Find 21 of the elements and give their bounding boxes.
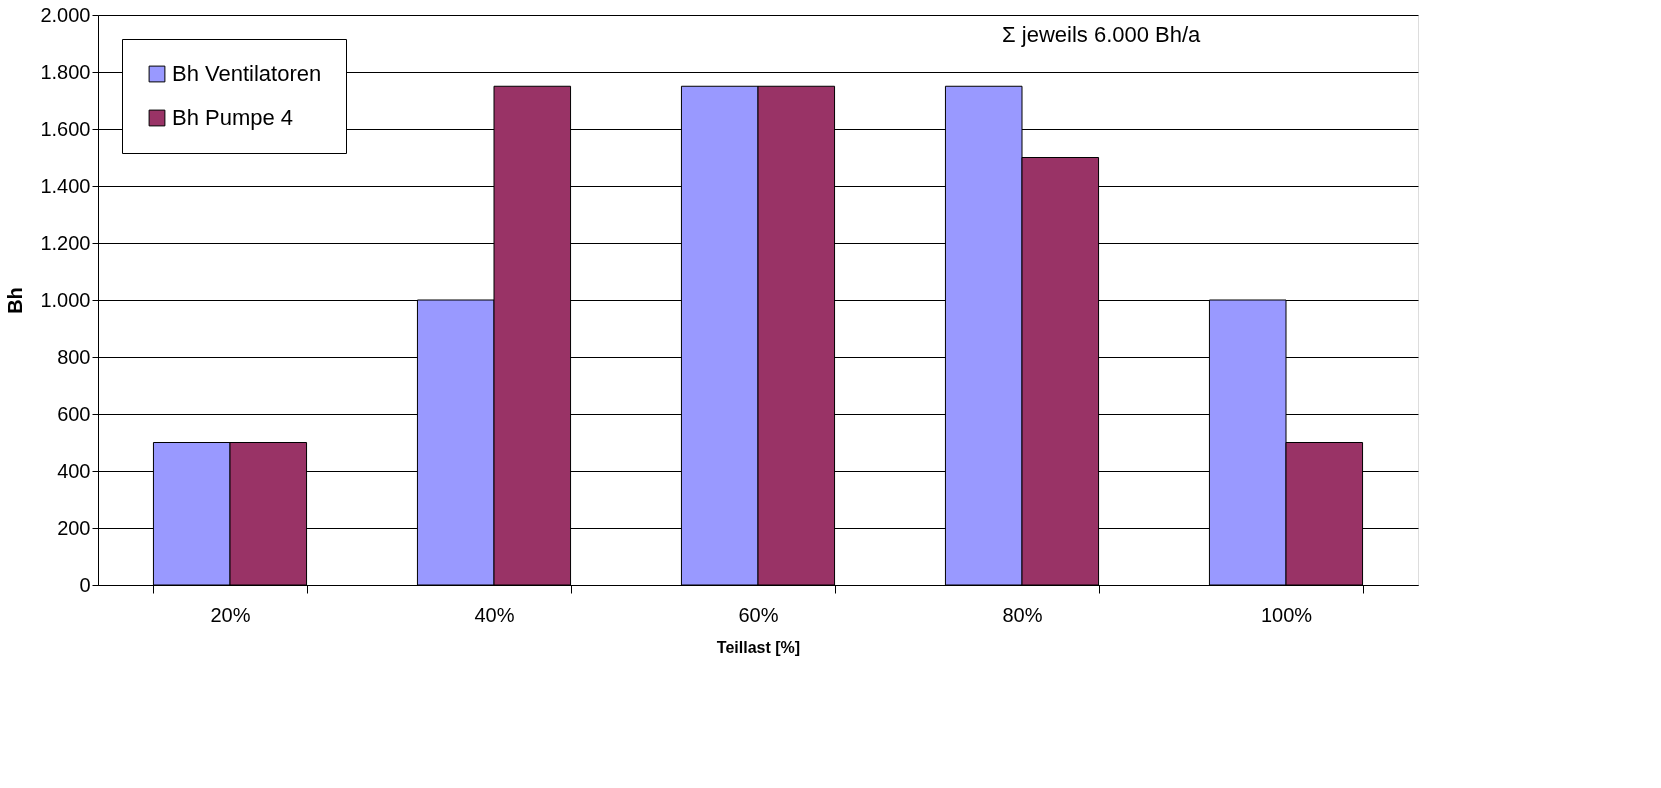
y-axis-title: Bh xyxy=(4,287,27,314)
legend-label: Bh Pumpe 4 xyxy=(172,105,294,130)
x-tick-label: 60% xyxy=(738,603,779,626)
annotation: Σ jeweils 6.000 Bh/a xyxy=(1002,22,1202,47)
y-tick-label: 1.400 xyxy=(40,174,91,197)
y-tick-label: 400 xyxy=(57,459,91,482)
y-tick-label: 1.600 xyxy=(40,117,91,140)
y-tick-label: 0 xyxy=(79,573,91,596)
x-tick-label: 20% xyxy=(210,603,251,626)
y-tick-label: 1.200 xyxy=(40,231,91,254)
x-axis-title: Teillast [%] xyxy=(716,638,801,656)
y-tick-label: 1.800 xyxy=(40,60,91,83)
x-tick-label: 80% xyxy=(1002,603,1043,626)
y-tick-label: 1.000 xyxy=(40,288,91,311)
x-tick-label: 40% xyxy=(474,603,515,626)
y-tick-label: 2.000 xyxy=(40,3,91,26)
y-tick-label: 600 xyxy=(57,402,91,425)
y-tick-label: 800 xyxy=(57,345,91,368)
legend-label: Bh Ventilatoren xyxy=(172,61,322,86)
x-tick-label: 100% xyxy=(1260,603,1313,626)
y-tick-label: 200 xyxy=(57,516,91,539)
